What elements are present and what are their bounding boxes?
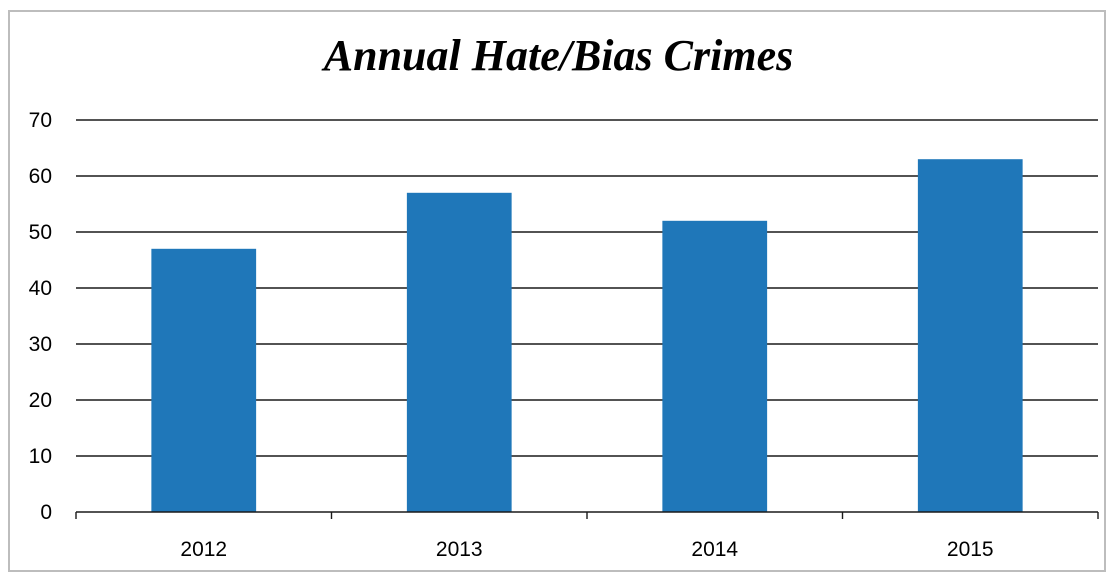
y-tick-label: 50 — [29, 221, 52, 244]
y-tick-labels: 0 10 20 30 40 50 60 70 — [29, 109, 52, 524]
y-tick-label: 30 — [29, 333, 52, 356]
y-tick-label: 60 — [29, 165, 52, 188]
bar-2012 — [151, 248, 257, 513]
bar-2015 — [917, 159, 1023, 512]
x-tick-label: 2013 — [436, 538, 483, 561]
x-tick-labels: 2012 2013 2014 2015 — [180, 538, 993, 561]
chart-title: Annual Hate/Bias Crimes — [323, 31, 794, 80]
x-axis — [75, 511, 1099, 519]
x-tick-label: 2014 — [691, 538, 738, 561]
y-tick-label: 0 — [40, 501, 52, 524]
bars — [151, 159, 1023, 513]
y-tick-label: 10 — [29, 445, 52, 468]
y-tick-label: 20 — [29, 389, 52, 412]
y-tick-label: 40 — [29, 277, 52, 300]
bar-2014 — [662, 220, 768, 513]
y-tick-label: 70 — [29, 109, 52, 132]
x-tick-label: 2012 — [180, 538, 227, 561]
bar-2013 — [406, 192, 512, 513]
x-tick-label: 2015 — [947, 538, 994, 561]
